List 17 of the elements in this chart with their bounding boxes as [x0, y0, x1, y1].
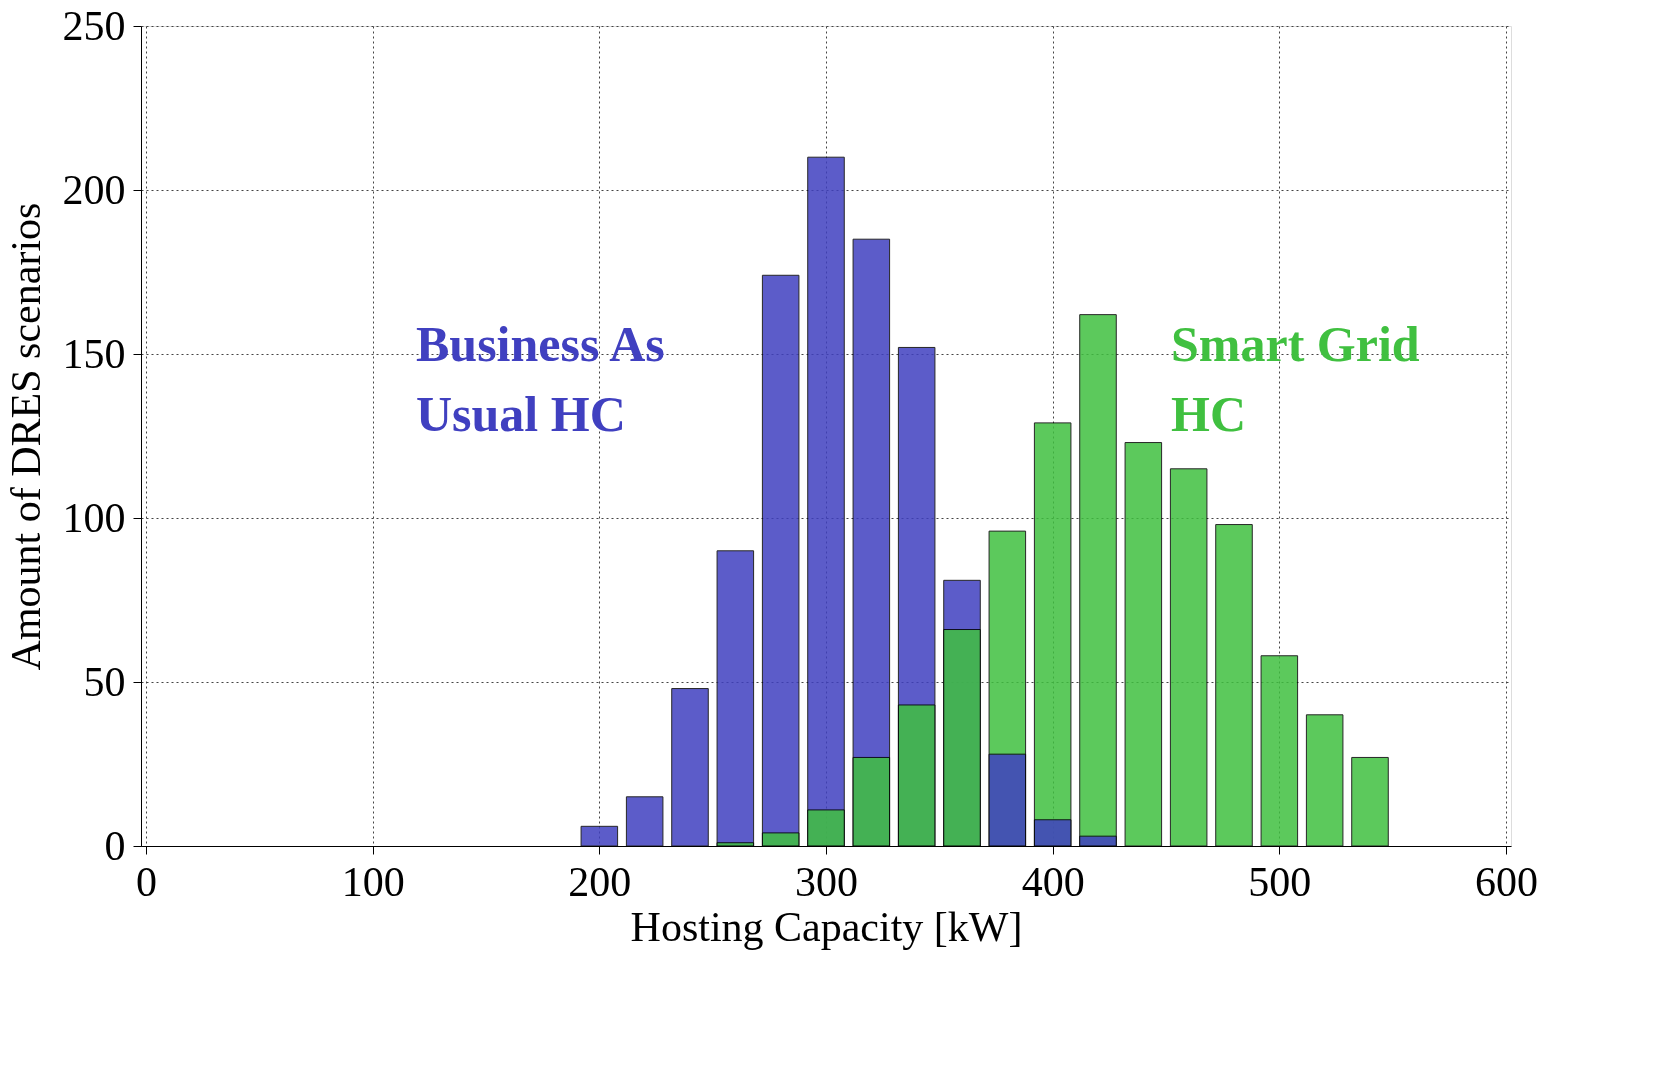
- y-tick-label: 150: [62, 330, 126, 377]
- y-axis-title: Amount of DRES scenarios: [2, 202, 49, 671]
- series-label: Smart Grid HC: [1171, 316, 1420, 442]
- x-tick-label: 200: [568, 858, 632, 905]
- series-label: Business As Usual HC: [416, 316, 665, 442]
- y-tick-label: 100: [62, 494, 126, 541]
- x-tick-label: 100: [341, 858, 405, 905]
- x-tick-label: 600: [1475, 858, 1538, 905]
- y-tick-label: 200: [62, 166, 126, 213]
- x-axis-title: Hosting Capacity [kW]: [630, 903, 1023, 950]
- y-tick-label: 250: [62, 2, 126, 49]
- x-tick-label: 0: [136, 858, 157, 905]
- x-tick-label: 400: [1021, 858, 1085, 905]
- y-tick-label: 0: [104, 822, 126, 869]
- y-tick-label: 50: [83, 658, 126, 705]
- x-tick-label: 500: [1248, 858, 1312, 905]
- x-tick-label: 300: [795, 858, 858, 905]
